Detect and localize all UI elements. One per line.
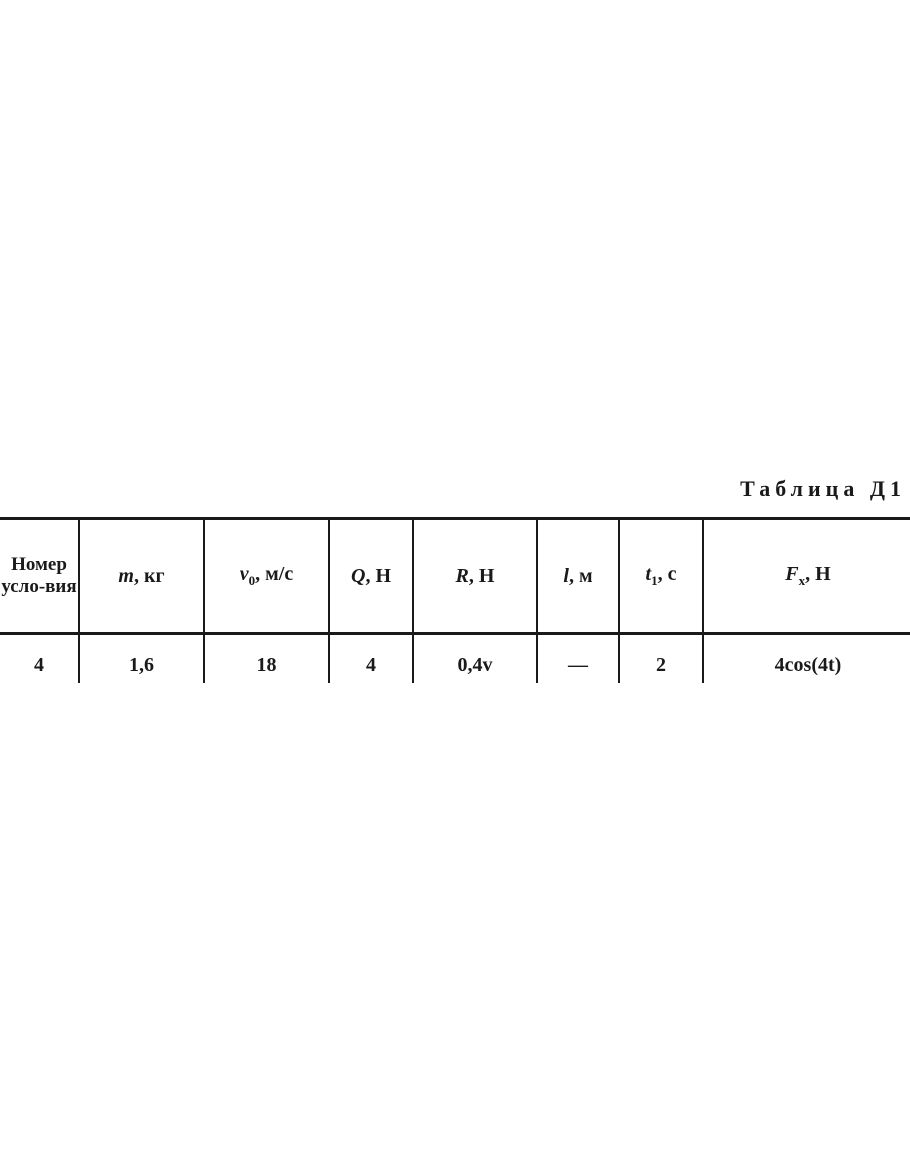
data-table: Номер усло-вия m, кг v0, м/с Q, Н R, Н l… [0, 517, 910, 683]
header-mass: m, кг [78, 517, 204, 635]
header-subscript: 0 [248, 573, 256, 588]
cell: 4 [34, 653, 44, 676]
table-row: 4 1,6 18 4 0,4v — 2 4cos(4t) [0, 633, 910, 683]
header-velocity: v0, м/с [203, 517, 329, 635]
header-subscript: 1 [651, 573, 658, 588]
header-unit: , кг [133, 564, 165, 587]
header-symbol: t [645, 563, 652, 585]
header-symbol: F [785, 563, 799, 585]
header-unit: , Н [365, 564, 391, 587]
header-symbol: m [118, 564, 134, 587]
header-q: Q, Н [328, 517, 413, 635]
header-label: Номер усло-вия [1, 554, 77, 597]
cell: 0,4v [412, 633, 537, 683]
header-r: R, Н [412, 517, 537, 635]
header-force: Fx, Н [702, 517, 910, 635]
header-condition-number: Номер усло-вия [0, 517, 79, 635]
header-unit: , Н [468, 564, 495, 587]
cell: — [536, 633, 619, 683]
cell: 4 [328, 633, 413, 683]
cell: 1,6 [78, 633, 204, 683]
header-unit: , м [568, 564, 593, 587]
cell: 4cos(4t) [702, 633, 910, 683]
header-unit: , м/с [255, 563, 294, 585]
header-symbol: l [563, 564, 569, 587]
header-row: Номер усло-вия m, кг v0, м/с Q, Н R, Н l… [0, 517, 910, 635]
header-unit: , Н [805, 563, 831, 585]
header-symbol: Q [350, 564, 366, 587]
header-symbol: R [455, 564, 469, 587]
cell: 18 [203, 633, 329, 683]
header-symbol: v [239, 563, 249, 585]
header-time: t1, с [618, 517, 703, 635]
header-unit: , с [657, 563, 677, 585]
table-caption: Таблица Д1 [740, 476, 906, 501]
header-subscript: x [798, 573, 806, 588]
header-length: l, м [536, 517, 619, 635]
cell: 2 [618, 633, 703, 683]
